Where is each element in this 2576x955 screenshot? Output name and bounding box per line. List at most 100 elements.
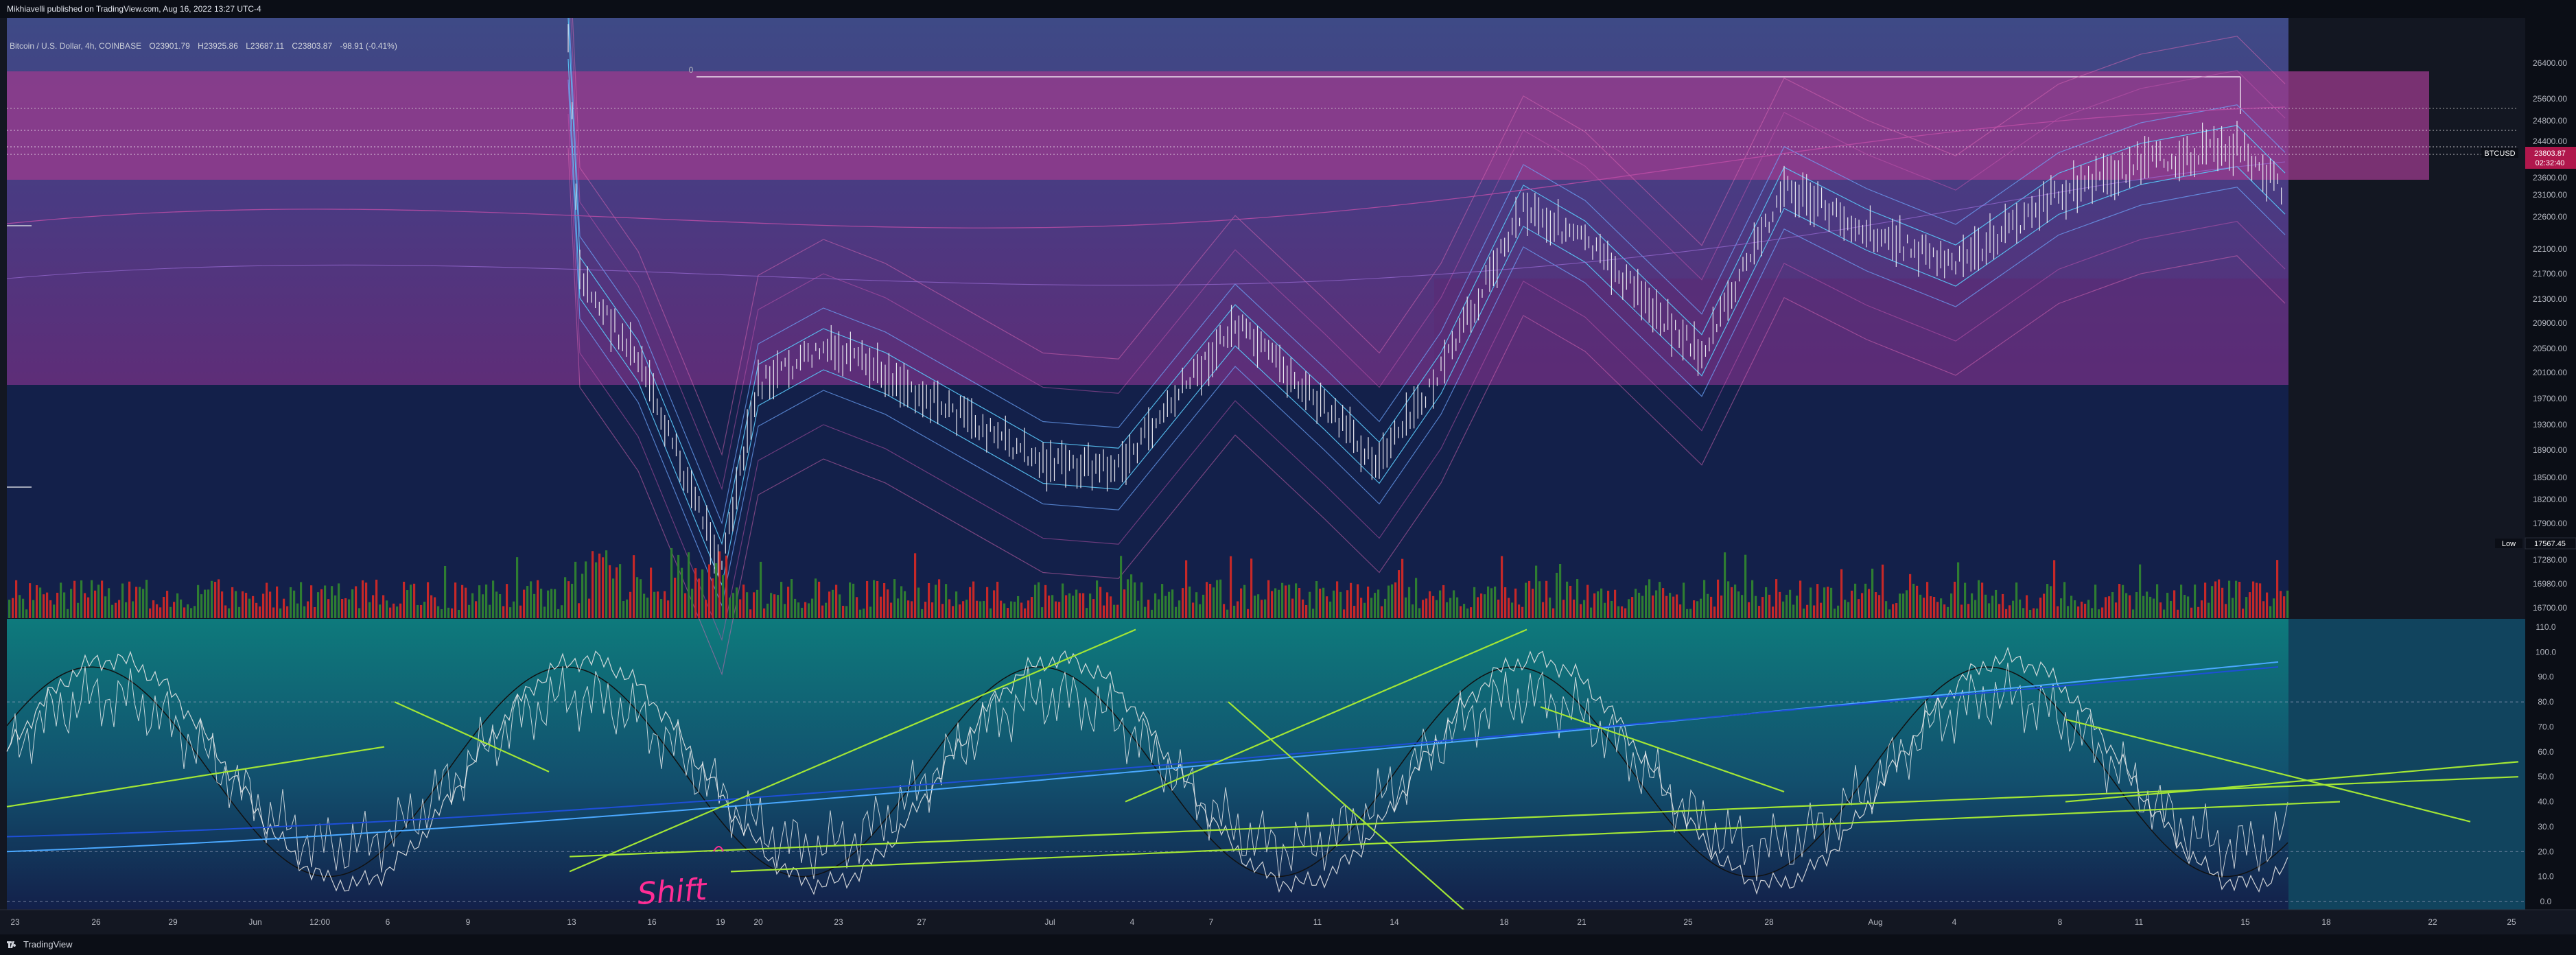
volume-bar xyxy=(492,580,495,618)
osc-tick: 20.0 xyxy=(2538,847,2554,856)
volume-bar xyxy=(1834,609,1836,618)
volume-bar xyxy=(705,600,707,618)
volume-bar xyxy=(108,588,110,618)
volume-bar xyxy=(2108,596,2111,618)
volume-bar xyxy=(2125,593,2128,618)
volume-bar xyxy=(1734,585,1737,618)
volume-bar xyxy=(664,591,666,618)
volume-bar xyxy=(1490,588,1493,618)
volume-bar xyxy=(2091,608,2094,618)
trendline-9 xyxy=(569,776,2519,858)
volume-bar xyxy=(1123,589,1126,618)
volume-bar xyxy=(2183,595,2186,618)
price-tick: 17280.00 xyxy=(2533,555,2567,565)
volume-bar xyxy=(1264,599,1267,618)
volume-bar xyxy=(2238,582,2241,618)
time-tick: 20 xyxy=(753,917,763,927)
volume-bar xyxy=(327,599,330,618)
volume-bar xyxy=(523,589,526,618)
volume-bar xyxy=(715,563,718,618)
volume-bar xyxy=(1377,589,1380,618)
volume-bar xyxy=(1254,596,1256,618)
volume-bar xyxy=(262,593,265,618)
time-tick: 25 xyxy=(2507,917,2516,927)
volume-bar xyxy=(1861,593,1864,618)
time-tick: 19 xyxy=(716,917,725,927)
volume-bar xyxy=(794,598,797,618)
volume-bar xyxy=(2036,608,2039,618)
volume-bar xyxy=(46,592,49,618)
volume-bar xyxy=(1954,581,1956,618)
volume-bar xyxy=(471,593,474,618)
volume-bar xyxy=(787,587,790,618)
volume-bar xyxy=(1864,583,1867,618)
volume-bar xyxy=(712,578,714,618)
volume-bar xyxy=(2070,596,2073,618)
volume-bar xyxy=(959,604,961,618)
volume-bar xyxy=(670,547,673,618)
volume-bar xyxy=(893,579,896,618)
volume-bar xyxy=(272,607,275,618)
volume-bar xyxy=(1350,582,1353,618)
volume-bar xyxy=(2159,602,2162,618)
volume-bar xyxy=(1401,558,1404,618)
volume-bar xyxy=(1851,590,1853,618)
time-tick: Aug xyxy=(1868,917,1882,927)
volume-bar xyxy=(1127,579,1129,618)
volume-bar xyxy=(2256,582,2258,618)
volume-bar xyxy=(1432,596,1435,618)
osc-tick: 100.0 xyxy=(2536,647,2556,657)
volume-bar xyxy=(224,605,227,618)
chart-area[interactable]: 0Shift26400.0025600.0024800.0024400.0024… xyxy=(0,18,2576,934)
volume-bar xyxy=(1823,587,1826,618)
volume-bar xyxy=(183,607,186,618)
volume-bar xyxy=(869,606,872,618)
volume-bar xyxy=(1285,585,1287,618)
volume-bar xyxy=(1209,583,1212,618)
volume-bar xyxy=(1748,602,1750,618)
volume-bar xyxy=(972,581,975,618)
volume-bar xyxy=(341,599,344,618)
volume-bar xyxy=(1425,598,1428,618)
volume-bar xyxy=(1624,608,1627,618)
trendline-1 xyxy=(394,701,550,773)
price-chart[interactable]: 0Shift26400.0025600.0024800.0024400.0024… xyxy=(0,18,2576,934)
time-tick: 21 xyxy=(1577,917,1586,927)
volume-bar xyxy=(1906,590,1908,618)
volume-bar xyxy=(2190,607,2193,618)
symbol-tag-bg xyxy=(2481,148,2518,158)
volume-bar xyxy=(519,605,522,618)
keltner-band-6 xyxy=(567,113,2286,641)
volume-bar xyxy=(1079,593,1081,618)
volume-bar xyxy=(1724,552,1726,618)
volume-bar xyxy=(465,587,467,618)
volume-bar xyxy=(595,562,598,618)
volume-bar xyxy=(1737,591,1740,618)
keltner-band-2 xyxy=(568,18,2286,525)
volume-bar xyxy=(1991,596,1994,618)
volume-bar xyxy=(729,597,731,618)
volume-bar xyxy=(2012,600,2015,618)
volume-bar xyxy=(725,555,728,618)
volume-bar xyxy=(1504,587,1507,618)
volume-bar xyxy=(197,585,200,618)
footer-brand[interactable]: TradingView xyxy=(23,939,73,950)
volume-bar xyxy=(2218,579,2221,618)
volume-bar xyxy=(1226,609,1229,618)
time-tick: 29 xyxy=(168,917,178,927)
volume-bar xyxy=(887,589,889,618)
volume-bar xyxy=(1686,609,1689,618)
volume-bar xyxy=(1916,585,1919,618)
volume-bar xyxy=(1669,593,1672,618)
volume-bar xyxy=(1140,582,1143,618)
volume-bar xyxy=(1178,600,1181,618)
volume-bar xyxy=(2225,604,2227,618)
volume-bar xyxy=(444,565,447,618)
volume-bar xyxy=(993,590,996,618)
volume-bar xyxy=(567,581,570,618)
volume-bar xyxy=(2084,603,2087,618)
volume-bar xyxy=(375,579,378,618)
volume-bar xyxy=(324,585,327,618)
handwritten-annotation: Shift xyxy=(636,872,709,912)
volume-bar xyxy=(1703,580,1706,618)
